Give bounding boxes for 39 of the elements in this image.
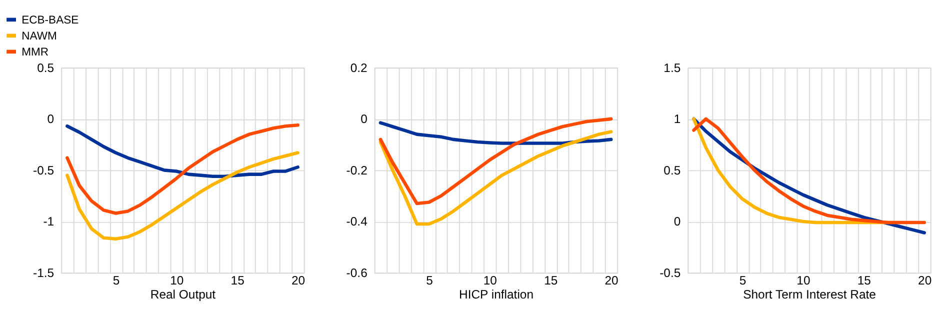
x-tick-label: 5	[112, 274, 120, 288]
line-series	[66, 123, 300, 215]
line-series	[66, 151, 300, 241]
legend-label: MMR	[22, 46, 49, 58]
x-tick-label: 15	[857, 274, 872, 288]
legend-label: NAWM	[22, 30, 57, 42]
line-series	[378, 117, 613, 206]
x-axis-title: Short Term Interest Rate	[743, 288, 876, 302]
y-tick-label: 0	[47, 112, 54, 126]
x-tick-label: 15	[230, 274, 245, 288]
line-series	[378, 130, 613, 226]
y-tick-label: -1	[43, 214, 54, 229]
y-tick-label: 0	[674, 214, 681, 229]
x-tick-label: 10	[483, 274, 498, 288]
x-tick-label: 15	[544, 274, 558, 288]
y-tick-label: -0.5	[660, 266, 681, 280]
legend-label: ECB-BASE	[22, 14, 80, 26]
x-axis-title: Real Output	[150, 288, 216, 302]
x-axis-title: HICP inflation	[459, 288, 534, 302]
x-tick-label: 20	[604, 274, 619, 288]
y-tick-label: -0.6	[346, 266, 368, 280]
y-tick-label: -0.2	[346, 163, 368, 178]
y-tick-label: 0.5	[37, 60, 54, 75]
line-series	[66, 124, 300, 178]
x-tick-label: 5	[426, 274, 434, 288]
y-tick-label: -0.5	[33, 163, 54, 178]
y-tick-label: -0.4	[346, 214, 368, 229]
y-tick-label: 0.5	[664, 163, 681, 178]
line-series	[378, 121, 613, 145]
y-tick-label: 0.2	[350, 60, 368, 75]
y-tick-label: 1	[674, 112, 681, 126]
x-tick-label: 20	[918, 274, 932, 288]
y-tick-label: -1.5	[33, 266, 54, 280]
y-tick-label: 1.5	[664, 60, 681, 75]
x-tick-label: 10	[796, 274, 810, 288]
y-tick-label: 0	[360, 112, 368, 126]
x-tick-label: 5	[739, 274, 746, 288]
x-tick-label: 20	[291, 274, 306, 288]
x-tick-label: 10	[170, 274, 184, 288]
